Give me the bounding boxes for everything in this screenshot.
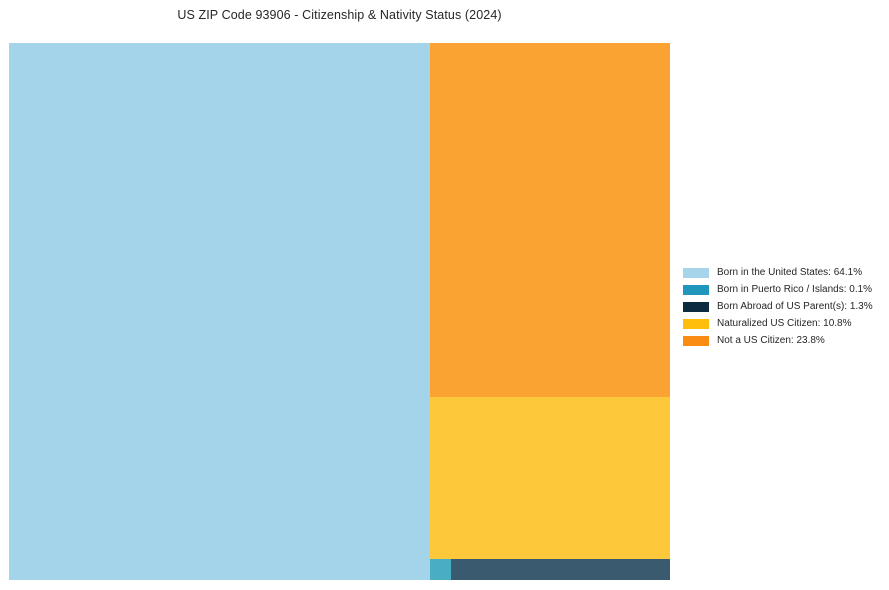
legend-item[interactable]: Naturalized US Citizen: 10.8%	[683, 315, 883, 332]
legend-item[interactable]: Not a US Citizen: 23.8%	[683, 332, 883, 349]
treemap-tile[interactable]	[430, 396, 670, 560]
legend-swatch	[683, 284, 709, 295]
legend-label: Born Abroad of US Parent(s): 1.3%	[717, 300, 873, 312]
legend-label: Born in the United States: 64.1%	[717, 266, 863, 278]
legend-label: Naturalized US Citizen: 10.8%	[717, 317, 852, 329]
chart-legend: Born in the United States: 64.1% Born in …	[683, 264, 883, 349]
legend-label: Not a US Citizen: 23.8%	[717, 334, 825, 346]
treemap-tile[interactable]	[451, 559, 670, 580]
legend-item[interactable]: Born in Puerto Rico / Islands: 0.1%	[683, 281, 883, 298]
legend-swatch	[683, 335, 709, 346]
legend-swatch	[683, 267, 709, 278]
treemap-tile[interactable]	[9, 43, 431, 580]
legend-item[interactable]: Born in the United States: 64.1%	[683, 264, 883, 281]
treemap-plot-area	[9, 43, 670, 580]
treemap-tile[interactable]	[430, 43, 670, 397]
chart-title: US ZIP Code 93906 - Citizenship & Nativi…	[177, 8, 502, 22]
legend-item[interactable]: Born Abroad of US Parent(s): 1.3%	[683, 298, 883, 315]
legend-swatch	[683, 301, 709, 312]
legend-swatch	[683, 318, 709, 329]
treemap-tile[interactable]	[430, 559, 452, 580]
legend-label: Born in Puerto Rico / Islands: 0.1%	[717, 283, 873, 295]
